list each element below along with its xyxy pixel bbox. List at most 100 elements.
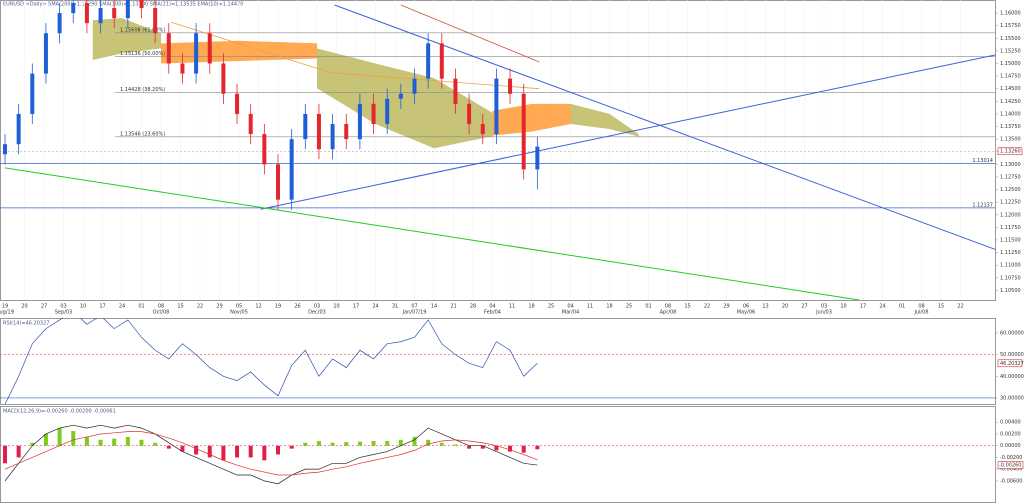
macd-tick-label: -0.00200	[1000, 455, 1022, 461]
candle-body	[43, 33, 48, 74]
macd-histogram-bar	[221, 445, 226, 461]
x-tick-label: 21	[450, 304, 456, 310]
macd-histogram-bar	[84, 436, 89, 446]
x-tick-label: 25	[626, 304, 632, 310]
y-tick-label: 1.14250	[1000, 99, 1021, 105]
cloud	[492, 103, 571, 136]
candle-body	[139, 0, 144, 9]
macd-histogram-bar	[98, 439, 103, 446]
x-month-label: Sep/03	[55, 310, 72, 316]
y-tick-label: 1.15750	[1000, 23, 1021, 29]
x-tick-label: 03	[314, 304, 320, 310]
macd-histogram-bar	[480, 445, 485, 449]
candle-body	[453, 78, 458, 104]
cloud	[317, 48, 493, 149]
last-price-box	[997, 147, 1023, 156]
x-month-label: Oct/08	[153, 310, 170, 316]
x-tick-label: 10	[80, 304, 86, 310]
axes: 19Aug/19202703Sep/031017240108Oct/081522…	[0, 11, 1024, 485]
candle-body	[248, 113, 253, 135]
x-tick-label: 20	[782, 304, 788, 310]
x-tick-label: 01	[899, 304, 905, 310]
macd-histogram-bar	[153, 442, 158, 446]
y-tick-label: 1.15000	[1000, 61, 1021, 67]
candle-body	[357, 103, 362, 140]
candle-body	[330, 124, 335, 150]
macd-histogram-bar	[112, 438, 117, 446]
x-tick-label: 25	[548, 304, 554, 310]
rsi-panel	[0, 318, 996, 405]
macd-histogram-bar	[330, 442, 335, 446]
macd-histogram-bar	[371, 441, 376, 446]
y-tick-label: 1.11500	[1000, 237, 1021, 243]
y-tick-label: 1.10500	[1000, 288, 1021, 294]
macd-histogram-bar	[412, 436, 417, 446]
y-tick-label: 1.11000	[1000, 263, 1021, 269]
macd-tick-label: -0.00400	[1000, 467, 1022, 473]
chart-title: EURUSD <Daily> SMA(200)=1.15290 SMA(100)…	[3, 2, 243, 8]
x-month-label: Mar/04	[562, 310, 579, 316]
macd-histogram-bar	[139, 439, 144, 446]
x-tick-label: 01	[645, 304, 651, 310]
candle-body	[262, 134, 267, 165]
x-tick-label: 17	[99, 304, 105, 310]
moving-average	[170, 21, 540, 90]
y-tick-label: 1.16000	[1000, 11, 1021, 17]
x-month-label: May/06	[737, 310, 755, 316]
x-tick-label: 28	[470, 304, 476, 310]
candle-body	[480, 124, 485, 135]
macd-macd-line	[4, 424, 538, 485]
macd-plot	[0, 424, 995, 485]
macd-histogram-bar	[3, 445, 7, 464]
x-month-label: Dec/03	[308, 310, 326, 316]
rsi-tick-label: 30.00000	[1000, 395, 1024, 401]
candle-body	[125, 0, 130, 19]
macd-histogram-bar	[535, 445, 540, 450]
y-tick-label: 1.15250	[1000, 48, 1021, 54]
price-panel	[0, 0, 996, 301]
x-tick-label: 20	[21, 304, 27, 310]
macd-histogram-bar	[508, 445, 513, 452]
candle-body	[344, 124, 349, 140]
macd-tick-label: 0.00000	[1000, 443, 1021, 449]
x-tick-label: 10	[840, 304, 846, 310]
x-month-label: Nov/05	[230, 310, 248, 316]
candle-body	[153, 8, 158, 34]
x-tick-label: 15	[177, 304, 183, 310]
x-tick-label: 14	[431, 304, 437, 310]
y-tick-label: 1.15500	[1000, 36, 1021, 42]
macd-title: MACD(12,26,9)=-0.00260 -0.00200 -0.00061	[3, 409, 116, 415]
x-tick-label: 22	[704, 304, 710, 310]
y-tick-label: 1.10750	[1000, 275, 1021, 281]
x-month-label: Aug/19	[0, 310, 14, 316]
fib-label: 1.13546 (23.60%)	[120, 131, 165, 137]
x-tick-label: 05	[236, 304, 242, 310]
x-month-label: Feb/04	[484, 310, 501, 316]
fib-label: 1.14428 (38.20%)	[120, 87, 165, 93]
x-tick-label: 18	[606, 304, 612, 310]
macd-histogram-bar	[248, 445, 253, 458]
macd-histogram-bar	[194, 445, 199, 455]
y-tick-label: 1.13750	[1000, 124, 1021, 130]
macd-signal-line	[4, 431, 538, 476]
macd-histogram-bar	[166, 445, 171, 449]
x-tick-label: 26	[294, 304, 300, 310]
macd-histogram-bar	[426, 439, 431, 446]
fib-label: 1.15608 (61.80%)	[120, 27, 165, 33]
cloud	[92, 18, 161, 60]
candle-body	[371, 103, 376, 125]
x-tick-label: 15	[938, 304, 944, 310]
macd-tick-label: 0.00400	[1000, 420, 1021, 426]
x-tick-label: 04	[489, 304, 495, 310]
x-tick-label: 06	[743, 304, 749, 310]
y-tick-label: 1.13500	[1000, 137, 1021, 143]
x-tick-label: 03	[821, 304, 827, 310]
horizontal-line-label: 1.13014	[972, 158, 993, 164]
candle-body	[57, 13, 62, 34]
x-tick-label: 31	[392, 304, 398, 310]
rsi-tick-label: 40.00000	[1000, 374, 1024, 380]
x-tick-label: 27	[41, 304, 47, 310]
x-tick-label: 24	[372, 304, 378, 310]
candle-body	[276, 164, 280, 200]
